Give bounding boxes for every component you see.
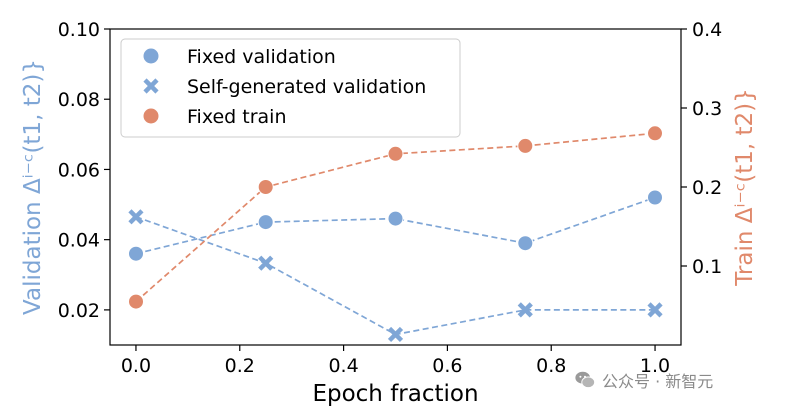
legend: Fixed validation Self-generated validatio… xyxy=(120,38,461,138)
data-point-s2-4 xyxy=(647,125,663,142)
legend-label-0: Fixed validation xyxy=(187,46,336,68)
y-right-tick-label-0: 0.1 xyxy=(692,256,722,278)
data-point-s2-1 xyxy=(257,179,274,195)
watermark: 公众号 · 新智元 xyxy=(574,366,713,394)
legend-label-2: Fixed train xyxy=(187,106,287,128)
x-tick-label-1: 0.2 xyxy=(225,355,255,377)
data-point-s2-3 xyxy=(517,137,534,154)
y-right-tick-label-2: 0.3 xyxy=(692,98,722,120)
legend-marker-1 xyxy=(143,78,159,94)
y-tick-label-1: 0.04 xyxy=(58,230,100,252)
data-point-s0-0 xyxy=(128,245,144,262)
data-point-s0-4 xyxy=(647,189,663,206)
y-tick-label-2: 0.06 xyxy=(58,159,100,181)
legend-marker-0 xyxy=(142,47,160,65)
y-right-tick-label-3: 0.4 xyxy=(692,19,722,41)
y-right-axis-title: Train Δⁱ⁻ᶜ(t1, t2)} xyxy=(732,88,758,287)
watermark-text: 公众号 · 新智元 xyxy=(602,372,714,391)
x-axis-title: Epoch fraction xyxy=(312,381,478,407)
axes: 0.0 0.2 0.4 0.6 0.8 1.0 0.02 0.04 0.06 0.08 0.10 0.… xyxy=(20,19,758,407)
data-point-s1-1 xyxy=(258,255,274,271)
x-tick-label-5: 1.0 xyxy=(640,355,670,377)
y-axis-title: Validation Δⁱ⁻ᶜ(t1, t2)} xyxy=(20,59,46,315)
y-tick-label-0: 0.02 xyxy=(58,300,100,322)
legend-item-2: Fixed train xyxy=(142,106,287,128)
series-line-0 xyxy=(135,196,656,255)
y-right-tick-label-1: 0.2 xyxy=(692,177,722,199)
data-point-s0-1 xyxy=(257,214,274,231)
x-tick-label-4: 0.8 xyxy=(536,355,566,377)
data-point-s2-2 xyxy=(387,145,404,162)
data-point-s1-0 xyxy=(128,209,144,225)
data-point-s1-3 xyxy=(517,302,533,318)
data-point-s1-4 xyxy=(647,302,663,318)
plot-area xyxy=(128,125,663,343)
legend-item-1: Self-generated validation xyxy=(143,76,426,98)
legend-item-0: Fixed validation xyxy=(142,46,336,68)
y-tick-label-4: 0.10 xyxy=(58,19,100,41)
legend-label-1: Self-generated validation xyxy=(187,76,426,98)
data-point-s0-3 xyxy=(517,235,534,252)
data-point-s2-0 xyxy=(128,293,144,310)
y-tick-label-3: 0.08 xyxy=(58,89,100,111)
data-point-s1-2 xyxy=(387,326,404,343)
x-tick-label-2: 0.4 xyxy=(328,355,358,377)
legend-box xyxy=(120,38,461,138)
legend-marker-2 xyxy=(142,107,160,125)
x-tick-label-0: 0.0 xyxy=(121,355,151,377)
data-point-s0-2 xyxy=(387,210,404,227)
x-tick-label-3: 0.6 xyxy=(432,355,462,377)
wechat-icon xyxy=(575,371,596,389)
